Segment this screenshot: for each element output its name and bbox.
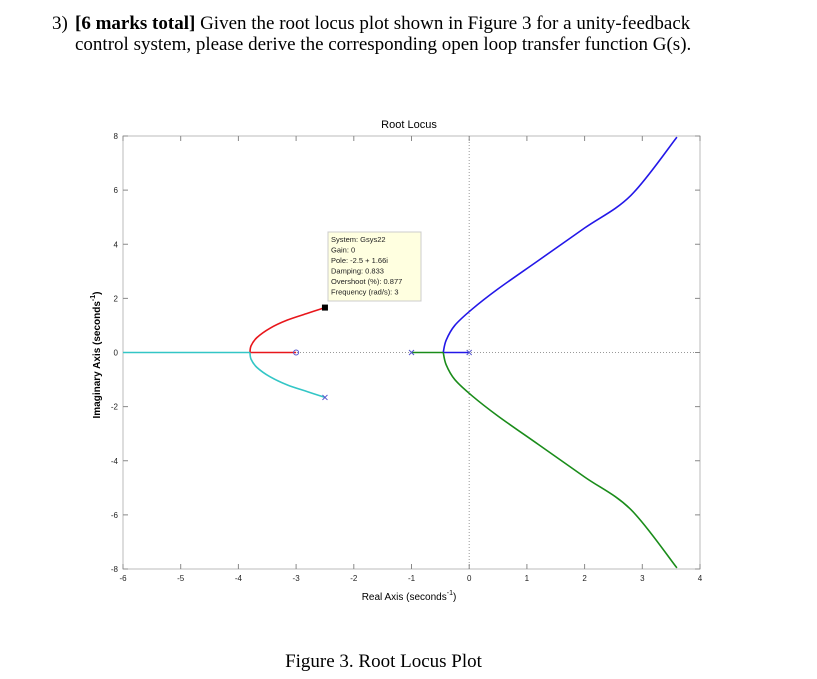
y-tick-label: -6: [111, 511, 119, 520]
x-tick-label: 4: [698, 574, 703, 583]
x-tick-label: -4: [235, 574, 243, 583]
x-tick-label: -6: [119, 574, 127, 583]
datatip-line: Damping: 0.833: [331, 267, 384, 276]
y-tick-label: 4: [114, 240, 119, 249]
x-tick-label: 2: [582, 574, 587, 583]
x-tick-label: 1: [525, 574, 530, 583]
pole-marker: [466, 349, 473, 356]
y-axis-label-text: Imaginary Axis (seconds: [92, 301, 103, 419]
x-tick-label: -1: [408, 574, 416, 583]
y-axis-label-sup: -1: [90, 295, 97, 301]
x-tick-label: 0: [467, 574, 472, 583]
datatip-line: Frequency (rad/s): 3: [331, 288, 399, 297]
y-tick-label: -8: [111, 565, 119, 574]
question-text-line-1: Given the root locus plot shown in Figur…: [195, 13, 691, 34]
question-text: 3) [6 marks total] Given the root locus p…: [52, 13, 752, 55]
y-tick-label: -4: [111, 457, 119, 466]
question-marks: [6 marks total]: [75, 13, 196, 34]
y-tick-label: 2: [114, 294, 119, 303]
pole-marker: [322, 394, 328, 401]
y-axis-label: Imaginary Axis (seconds-1): [90, 291, 103, 418]
x-axis-label-text: Real Axis (seconds: [362, 592, 447, 603]
question-line-1: 3) [6 marks total] Given the root locus p…: [52, 13, 752, 34]
figure-caption: Figure 3. Root Locus Plot: [0, 651, 817, 673]
locus-branch-red: [249, 306, 326, 353]
x-tick-label: -3: [293, 574, 301, 583]
datatip-box: [327, 231, 422, 302]
x-tick-label: -2: [350, 574, 358, 583]
datatip-marker: [321, 304, 328, 311]
figure-caption-text: Figure 3. Root Locus Plot: [285, 651, 482, 672]
y-axis-label-end: ): [92, 291, 103, 294]
locus-branch-cyan: [249, 352, 326, 399]
pole-marker: [408, 349, 415, 356]
x-axis-label: Real Axis (seconds-1): [362, 590, 457, 603]
datatip-line: Gain: 0: [331, 246, 355, 255]
datatip-line: Overshoot (%): 0.877: [331, 277, 402, 286]
y-tick-label: 0: [114, 349, 119, 358]
x-axis-label-end: ): [453, 592, 456, 603]
question-text-line-2: control system, please derive the corres…: [75, 34, 692, 55]
x-tick-label: -5: [177, 574, 185, 583]
datatip-line: Pole: -2.5 + 1.66i: [331, 256, 388, 265]
zero-marker: [293, 349, 300, 356]
question-number: 3): [52, 13, 68, 34]
y-tick-label: -2: [111, 403, 119, 412]
locus-branch-green: [442, 352, 678, 569]
y-tick-label: 8: [114, 132, 119, 141]
locus-branch-blue: [442, 136, 678, 353]
chart-title: Root Locus: [381, 119, 437, 131]
x-axis-label-sup: -1: [447, 590, 453, 597]
datatip-line: System: Gsys22: [331, 235, 386, 244]
x-tick-label: 3: [640, 574, 645, 583]
y-tick-label: 6: [114, 186, 119, 195]
